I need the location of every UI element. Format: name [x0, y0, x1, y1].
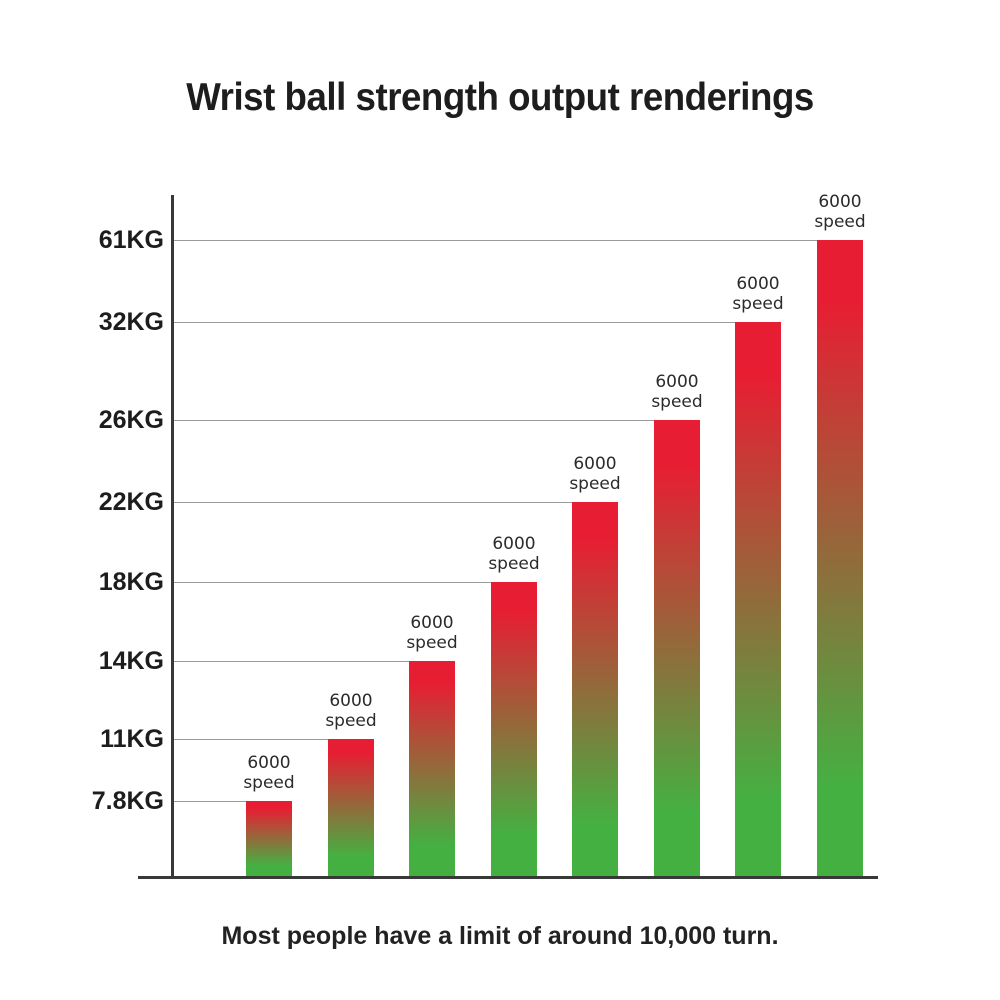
y-tick-label: 22KG: [98, 488, 164, 516]
bar-category-label: 6000 speed: [291, 691, 411, 731]
bar-category-label-line: 6000: [329, 691, 373, 711]
grid-line: [174, 240, 817, 241]
bar: [246, 801, 292, 876]
bar-category-label-line: 6000: [247, 753, 291, 773]
bar-category-label: 6000 speed: [535, 454, 655, 494]
y-tick-label: 18KG: [98, 568, 164, 596]
grid-line: [174, 739, 328, 740]
bar-category-label-line: 6000: [573, 454, 617, 474]
y-tick-label: 32KG: [98, 308, 164, 336]
bar: [735, 322, 781, 876]
bar-category-label-line: 6000: [818, 192, 862, 212]
grid-line: [174, 322, 735, 323]
bar: [328, 739, 374, 876]
grid-line: [174, 661, 409, 662]
bar: [572, 502, 618, 876]
bar-category-label-line: speed: [651, 392, 703, 412]
y-tick-label: 26KG: [98, 406, 164, 434]
bar-category-label-line: 6000: [655, 372, 699, 392]
chart-caption: Most people have a limit of around 10,00…: [221, 922, 779, 950]
grid-line: [174, 502, 572, 503]
grid-line: [174, 582, 491, 583]
bar-category-label: 6000 speed: [698, 274, 818, 314]
bar-category-label-line: speed: [406, 633, 458, 653]
y-tick-label: 11KG: [100, 725, 164, 753]
grid-line: [174, 420, 654, 421]
bar-category-label-line: speed: [814, 212, 866, 232]
bar-category-label: 6000 speed: [372, 613, 492, 653]
y-axis-line: [171, 195, 174, 879]
y-tick-label: 61KG: [98, 226, 164, 254]
bar-category-label-line: 6000: [492, 534, 536, 554]
grid-line: [174, 801, 246, 802]
y-tick-label: 7.8KG: [91, 787, 164, 815]
bar-category-label-line: speed: [732, 294, 784, 314]
bar-category-label: 6000 speed: [454, 534, 574, 574]
bar: [654, 420, 700, 876]
bar: [817, 240, 863, 876]
bar-category-label-line: speed: [325, 711, 377, 731]
chart-title: Wrist ball strength output renderings: [186, 76, 814, 119]
bar-category-label-line: speed: [569, 474, 621, 494]
bar: [409, 661, 455, 876]
y-tick-label: 14KG: [98, 647, 164, 675]
bar-category-label: 6000 speed: [780, 192, 900, 232]
bar: [491, 582, 537, 876]
bar-category-label-line: 6000: [410, 613, 454, 633]
bar-category-label-line: speed: [243, 773, 295, 793]
x-axis-line: [138, 876, 878, 879]
bar-category-label-line: 6000: [736, 274, 780, 294]
bar-category-label-line: speed: [488, 554, 540, 574]
bar-category-label: 6000 speed: [209, 753, 329, 793]
bar-category-label: 6000 speed: [617, 372, 737, 412]
